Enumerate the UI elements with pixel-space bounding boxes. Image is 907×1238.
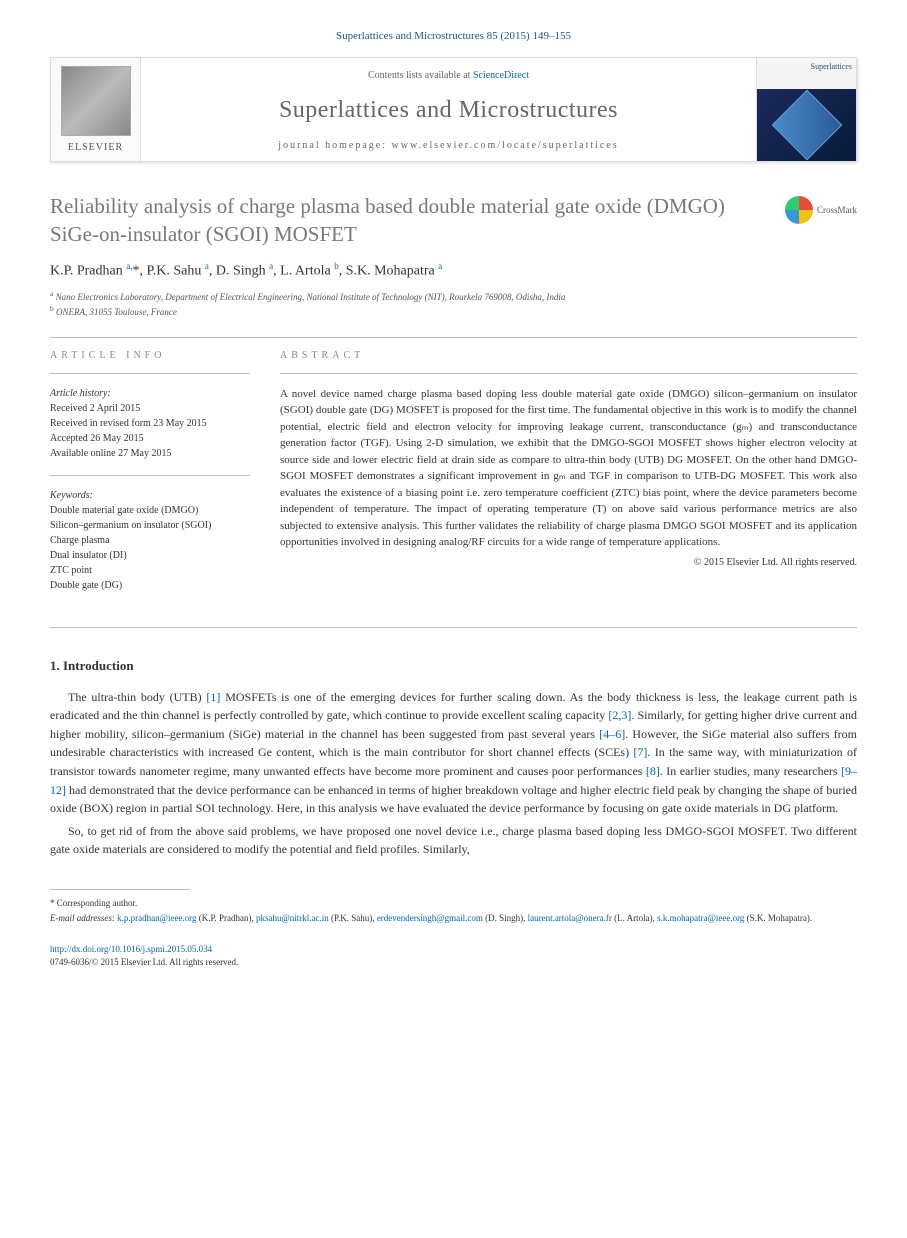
divider [50, 373, 250, 374]
homepage-prefix: journal homepage: [278, 140, 391, 151]
history-line: Received 2 April 2015 [50, 401, 250, 416]
divider [280, 373, 857, 374]
divider [50, 475, 250, 476]
contents-available-line: Contents lists available at ScienceDirec… [151, 70, 746, 81]
journal-banner: ELSEVIER Contents lists available at Sci… [50, 57, 857, 162]
history-line: Accepted 26 May 2015 [50, 431, 250, 446]
section-heading-intro: 1. Introduction [50, 658, 857, 674]
citation-ref[interactable]: [9–12] [50, 764, 857, 797]
doi-link[interactable]: http://dx.doi.org/10.1016/j.spmi.2015.05… [50, 944, 212, 954]
banner-center: Contents lists available at ScienceDirec… [141, 58, 756, 161]
article-info-column: ARTICLE INFO Article history: Received 2… [50, 350, 250, 607]
banner-cover-thumb: Superlattices [756, 58, 856, 161]
sciencedirect-link[interactable]: ScienceDirect [473, 70, 529, 81]
keywords-label: Keywords: [50, 488, 250, 503]
banner-left-logo: ELSEVIER [51, 58, 141, 161]
article-info-heading: ARTICLE INFO [50, 350, 250, 361]
history-label: Article history: [50, 386, 250, 401]
keyword-line: Dual insulator (DI) [50, 548, 250, 563]
author-email-link[interactable]: s.k.mohapatra@ieee.org [657, 913, 744, 923]
elsevier-tree-icon [61, 66, 131, 136]
homepage-url: www.elsevier.com/locate/superlattices [392, 140, 619, 151]
homepage-line: journal homepage: www.elsevier.com/locat… [151, 140, 746, 151]
elsevier-label: ELSEVIER [68, 142, 123, 153]
author-email-link[interactable]: k.p.pradhan@ieee.org [117, 913, 196, 923]
citation-ref[interactable]: [8] [646, 764, 660, 778]
header-citation: Superlattices and Microstructures 85 (20… [50, 30, 857, 42]
authors-line: K.P. Pradhan a,*, P.K. Sahu a, D. Singh … [50, 261, 857, 280]
citation-ref[interactable]: [4–6] [599, 727, 625, 741]
keyword-line: Double material gate oxide (DMGO) [50, 503, 250, 518]
keyword-line: ZTC point [50, 563, 250, 578]
history-line: Available online 27 May 2015 [50, 446, 250, 461]
intro-paragraph-1: The ultra-thin body (UTB) [1] MOSFETs is… [50, 688, 857, 818]
cover-top-label: Superlattices [757, 58, 856, 89]
intro-paragraph-2: So, to get rid of from the above said pr… [50, 822, 857, 859]
article-title: Reliability analysis of charge plasma ba… [50, 192, 770, 249]
affiliation-line: b ONERA, 31055 Toulouse, France [50, 304, 857, 319]
corresponding-author-note: * Corresponding author. [50, 898, 857, 908]
keyword-line: Double gate (DG) [50, 578, 250, 593]
affiliation-line: a Nano Electronics Laboratory, Departmen… [50, 289, 857, 304]
keywords-block: Keywords: Double material gate oxide (DM… [50, 488, 250, 593]
abstract-text: A novel device named charge plasma based… [280, 386, 857, 551]
email-addresses: E-mail addresses: k.p.pradhan@ieee.org (… [50, 912, 857, 926]
crossmark-label: CrossMark [817, 205, 857, 215]
author-email-link[interactable]: pksahu@nitrkl.ac.in [256, 913, 329, 923]
emails-label: E-mail addresses: [50, 913, 115, 923]
cover-image-area [757, 89, 856, 161]
affiliations: a Nano Electronics Laboratory, Departmen… [50, 289, 857, 318]
abstract-heading: ABSTRACT [280, 350, 857, 361]
cover-diamond-icon [771, 90, 842, 161]
crossmark-icon [785, 196, 813, 224]
author-email-link[interactable]: erdevendersingh@gmail.com [377, 913, 483, 923]
history-line: Received in revised form 23 May 2015 [50, 416, 250, 431]
abstract-column: ABSTRACT A novel device named charge pla… [280, 350, 857, 607]
journal-title: Superlattices and Microstructures [151, 97, 746, 124]
keyword-line: Silicon–germanium on insulator (SGOI) [50, 518, 250, 533]
divider [50, 337, 857, 338]
keyword-line: Charge plasma [50, 533, 250, 548]
article-history: Article history: Received 2 April 2015Re… [50, 386, 250, 461]
contents-prefix: Contents lists available at [368, 70, 473, 81]
citation-ref[interactable]: [7] [633, 745, 647, 759]
footnote-divider [50, 889, 190, 890]
divider [50, 627, 857, 628]
crossmark-badge[interactable]: CrossMark [785, 196, 857, 224]
citation-ref[interactable]: [2,3] [608, 708, 631, 722]
doi-block: http://dx.doi.org/10.1016/j.spmi.2015.05… [50, 943, 857, 968]
citation-ref[interactable]: [1] [206, 690, 220, 704]
abstract-copyright: © 2015 Elsevier Ltd. All rights reserved… [280, 557, 857, 568]
author-email-link[interactable]: laurent.artola@onera.fr [528, 913, 612, 923]
issn-copyright: 0749-6036/© 2015 Elsevier Ltd. All right… [50, 957, 238, 967]
